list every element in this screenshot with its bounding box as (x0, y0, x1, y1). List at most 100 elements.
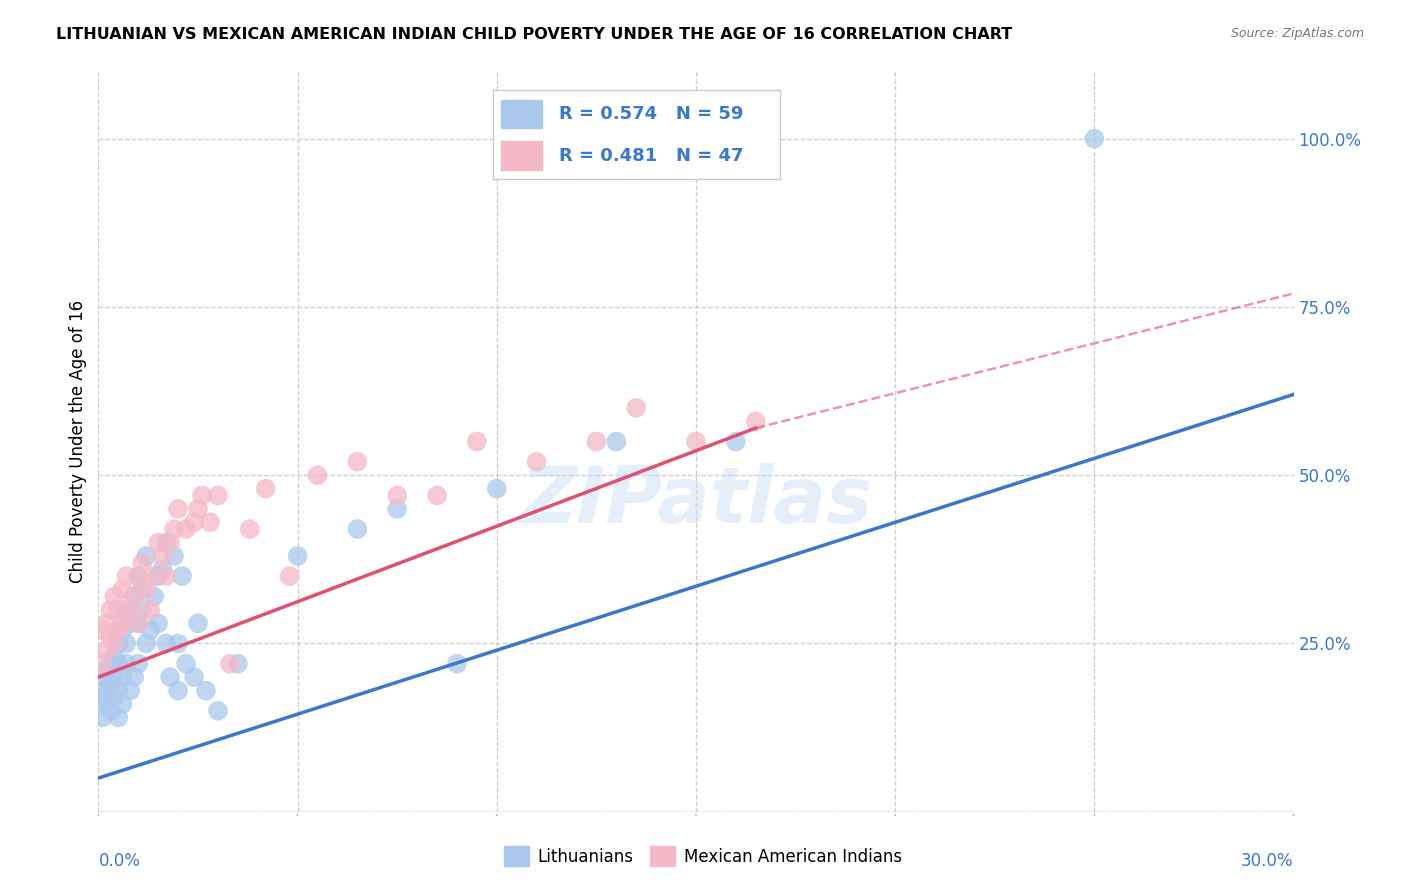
Legend: Lithuanians, Mexican American Indians: Lithuanians, Mexican American Indians (498, 839, 908, 873)
Point (103, 649, 125, 664)
Point (163, 549, 186, 563)
Point (150, 562, 173, 576)
Point (98, 677, 122, 691)
Point (131, 582, 153, 597)
Point (107, 623, 129, 637)
Point (724, 434, 747, 449)
Point (120, 683, 142, 698)
Text: 30.0%: 30.0% (1241, 853, 1294, 871)
Point (148, 535, 170, 549)
Text: 0.0%: 0.0% (98, 853, 141, 871)
Point (111, 582, 134, 597)
Point (135, 636, 157, 650)
Text: Source: ZipAtlas.com: Source: ZipAtlas.com (1230, 27, 1364, 40)
Point (745, 414, 768, 428)
Point (98, 603, 122, 617)
Point (96, 683, 118, 698)
Point (107, 603, 129, 617)
Point (626, 401, 648, 415)
Point (346, 522, 368, 536)
Point (174, 657, 197, 671)
Point (226, 657, 249, 671)
Point (163, 522, 186, 536)
Point (111, 616, 134, 631)
Point (115, 657, 138, 671)
Point (98, 704, 122, 718)
Point (96, 643, 118, 657)
Point (183, 670, 205, 684)
Point (111, 623, 134, 637)
Point (124, 590, 146, 604)
Point (526, 455, 548, 469)
Point (187, 616, 209, 631)
Point (167, 501, 190, 516)
Point (98, 657, 122, 671)
Point (98, 630, 122, 644)
Point (143, 590, 166, 604)
Point (446, 657, 468, 671)
Point (131, 556, 153, 570)
Point (426, 488, 449, 502)
Point (111, 670, 134, 684)
Point (103, 670, 125, 684)
Point (385, 501, 409, 516)
Point (127, 616, 149, 631)
Point (155, 569, 177, 583)
Point (150, 549, 173, 563)
Point (120, 603, 142, 617)
Text: LITHUANIAN VS MEXICAN AMERICAN INDIAN CHILD POVERTY UNDER THE AGE OF 16 CORRELAT: LITHUANIAN VS MEXICAN AMERICAN INDIAN CH… (56, 27, 1012, 42)
Point (172, 569, 194, 583)
Point (187, 501, 209, 516)
Point (124, 590, 146, 604)
Point (91, 670, 114, 684)
Point (115, 603, 138, 617)
Point (103, 590, 125, 604)
Point (111, 697, 134, 711)
Point (219, 657, 242, 671)
Point (174, 522, 197, 536)
Point (139, 623, 162, 637)
Point (96, 616, 118, 631)
Point (191, 488, 214, 502)
Point (115, 636, 138, 650)
Point (96, 697, 118, 711)
Point (120, 616, 142, 631)
Point (107, 683, 129, 698)
Point (115, 569, 138, 583)
Point (207, 488, 229, 502)
Point (127, 569, 149, 583)
Point (465, 434, 488, 449)
Point (385, 488, 409, 502)
Point (103, 690, 125, 705)
Point (91, 710, 114, 724)
Point (307, 468, 329, 483)
Point (155, 535, 177, 549)
Point (96, 664, 118, 678)
Point (127, 657, 149, 671)
Point (139, 603, 162, 617)
Point (239, 522, 262, 536)
Point (278, 569, 301, 583)
Point (124, 670, 146, 684)
Point (207, 704, 229, 718)
Point (135, 582, 157, 597)
Point (135, 549, 157, 563)
Point (485, 482, 508, 496)
Point (107, 657, 129, 671)
Point (127, 616, 149, 631)
Point (107, 636, 129, 650)
Point (1083, 131, 1105, 145)
Point (585, 434, 607, 449)
Point (605, 434, 627, 449)
Point (167, 636, 190, 650)
Point (287, 549, 309, 563)
Point (91, 657, 114, 671)
Point (91, 623, 114, 637)
Point (346, 455, 368, 469)
Point (198, 516, 221, 530)
Point (103, 636, 125, 650)
Y-axis label: Child Poverty Under the Age of 16: Child Poverty Under the Age of 16 (69, 300, 87, 583)
Point (167, 683, 190, 698)
Point (131, 603, 153, 617)
Point (143, 569, 166, 583)
